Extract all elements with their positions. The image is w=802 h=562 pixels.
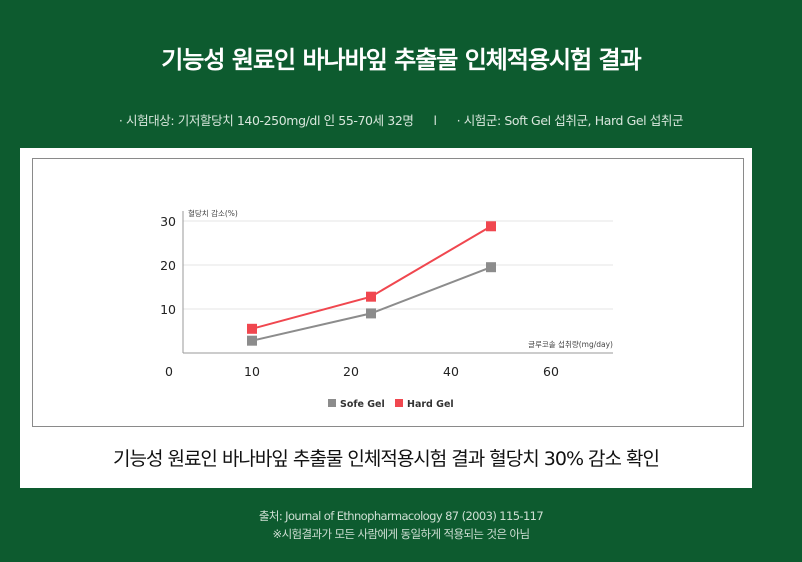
- subject-left: · 시험대상: 기저할당치 140-250mg/dl 인 55-70세 32명: [118, 113, 414, 128]
- page-title: 기능성 원료인 바나바잎 추출물 인체적용시험 결과: [161, 46, 641, 74]
- x-tick-label-0: 0: [165, 364, 173, 379]
- x-axis-label: 글루코솔 섭취량(mg/day): [528, 339, 613, 349]
- series-0-point-1: [366, 308, 376, 319]
- series-0-point-0: [247, 335, 257, 346]
- series-1-point-0: [247, 323, 257, 334]
- test-subject-info: · 시험대상: 기저할당치 140-250mg/dl 인 55-70세 32명 l…: [0, 110, 802, 129]
- legend-label-1: Hard Gel: [407, 399, 454, 410]
- y-axis-label: 혈당치 감소(%): [188, 208, 238, 218]
- y-tick-label-10: 10: [160, 302, 176, 317]
- line-chart: 10 20 30 0 10 20 40 60 혈당치 감소(%) 글루코솔 섭취량(mg/day)…: [160, 208, 613, 410]
- source-citation: 출처: Journal of Ethnopharmacology 87 (200…: [258, 509, 544, 523]
- y-tick-label-30: 30: [160, 214, 176, 229]
- subject-divider: l: [433, 113, 437, 128]
- chart-frame: 10 20 30 0 10 20 40 60 혈당치 감소(%) 글루코솔 섭취량(mg/day)…: [32, 158, 744, 427]
- subject-right: · 시험군: Soft Gel 섭취군, Hard Gel 섭취군: [456, 113, 684, 128]
- series-line-0: [251, 266, 492, 342]
- series-1-point-1: [366, 291, 376, 302]
- result-card: 10 20 30 0 10 20 40 60 혈당치 감소(%) 글루코솔 섭취량(mg/day)…: [20, 148, 752, 488]
- x-tick-label-60: 60: [543, 364, 559, 379]
- legend-swatch-0: [328, 399, 336, 407]
- legend-swatch-1: [395, 399, 403, 407]
- series-1-point-2: [486, 221, 496, 232]
- x-tick-label-10: 10: [244, 364, 260, 379]
- result-caption: 기능성 원료인 바나바잎 추출물 인체적용시험 결과 혈당치 30% 감소 확인: [112, 448, 660, 470]
- disclaimer-note: ※시험결과가 모든 사람에게 동일하게 적용되는 것은 아님: [272, 527, 531, 541]
- y-tick-label-20: 20: [160, 258, 176, 273]
- legend-label-0: Sofe Gel: [340, 399, 385, 410]
- x-tick-label-20: 20: [343, 364, 359, 379]
- series-0-point-2: [486, 262, 496, 273]
- x-tick-label-40: 40: [443, 364, 459, 379]
